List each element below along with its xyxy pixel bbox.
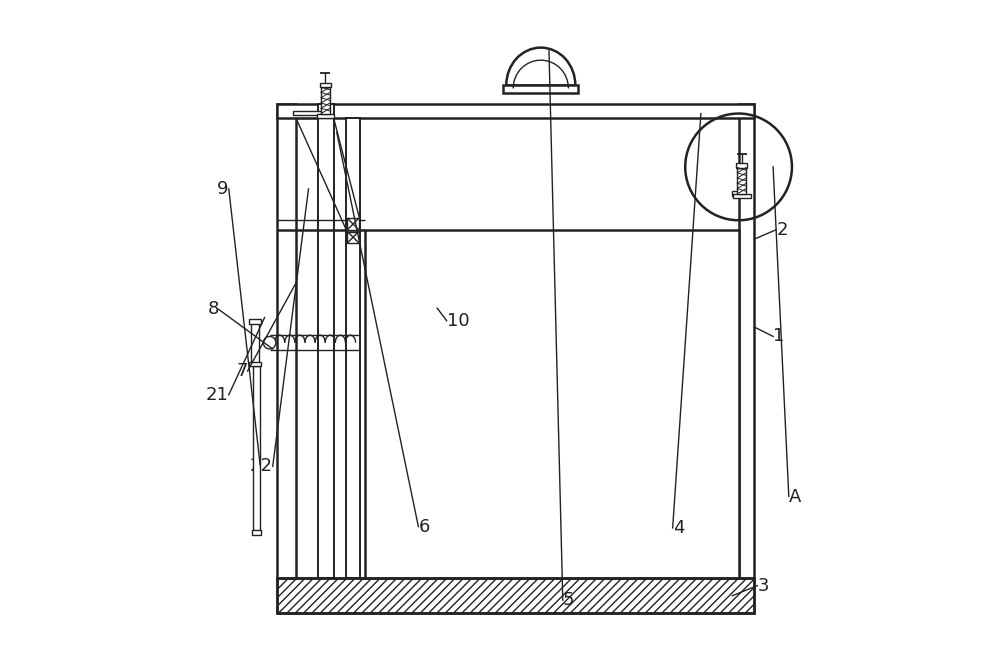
- Bar: [293, 111, 325, 115]
- Bar: [733, 194, 751, 198]
- Text: 9: 9: [217, 180, 229, 198]
- Bar: [251, 320, 259, 365]
- Bar: [737, 167, 746, 194]
- Circle shape: [263, 336, 276, 349]
- Text: 10: 10: [447, 312, 469, 330]
- Text: 2: 2: [776, 220, 788, 239]
- Bar: [503, 85, 578, 93]
- Text: 4: 4: [673, 519, 684, 537]
- Bar: [277, 578, 754, 613]
- Bar: [347, 218, 359, 230]
- Text: 6: 6: [418, 518, 430, 536]
- Bar: [318, 104, 334, 578]
- Text: 5: 5: [563, 591, 574, 609]
- Text: 21: 21: [206, 386, 229, 404]
- Bar: [249, 362, 261, 366]
- Bar: [346, 118, 360, 578]
- Bar: [253, 366, 260, 531]
- Bar: [320, 83, 331, 87]
- Bar: [317, 114, 334, 118]
- Bar: [739, 104, 754, 578]
- Text: A: A: [789, 487, 801, 506]
- Text: 3: 3: [757, 577, 769, 594]
- Bar: [252, 530, 261, 536]
- Bar: [365, 230, 739, 578]
- Bar: [321, 87, 330, 114]
- Bar: [736, 163, 747, 167]
- Bar: [277, 104, 754, 118]
- Bar: [347, 232, 359, 243]
- Bar: [249, 319, 261, 324]
- Text: 22: 22: [250, 457, 273, 475]
- Text: 7: 7: [236, 362, 248, 380]
- Bar: [732, 192, 744, 196]
- Text: 8: 8: [207, 300, 219, 318]
- Bar: [277, 578, 754, 613]
- Bar: [277, 104, 296, 578]
- Text: 1: 1: [773, 328, 784, 345]
